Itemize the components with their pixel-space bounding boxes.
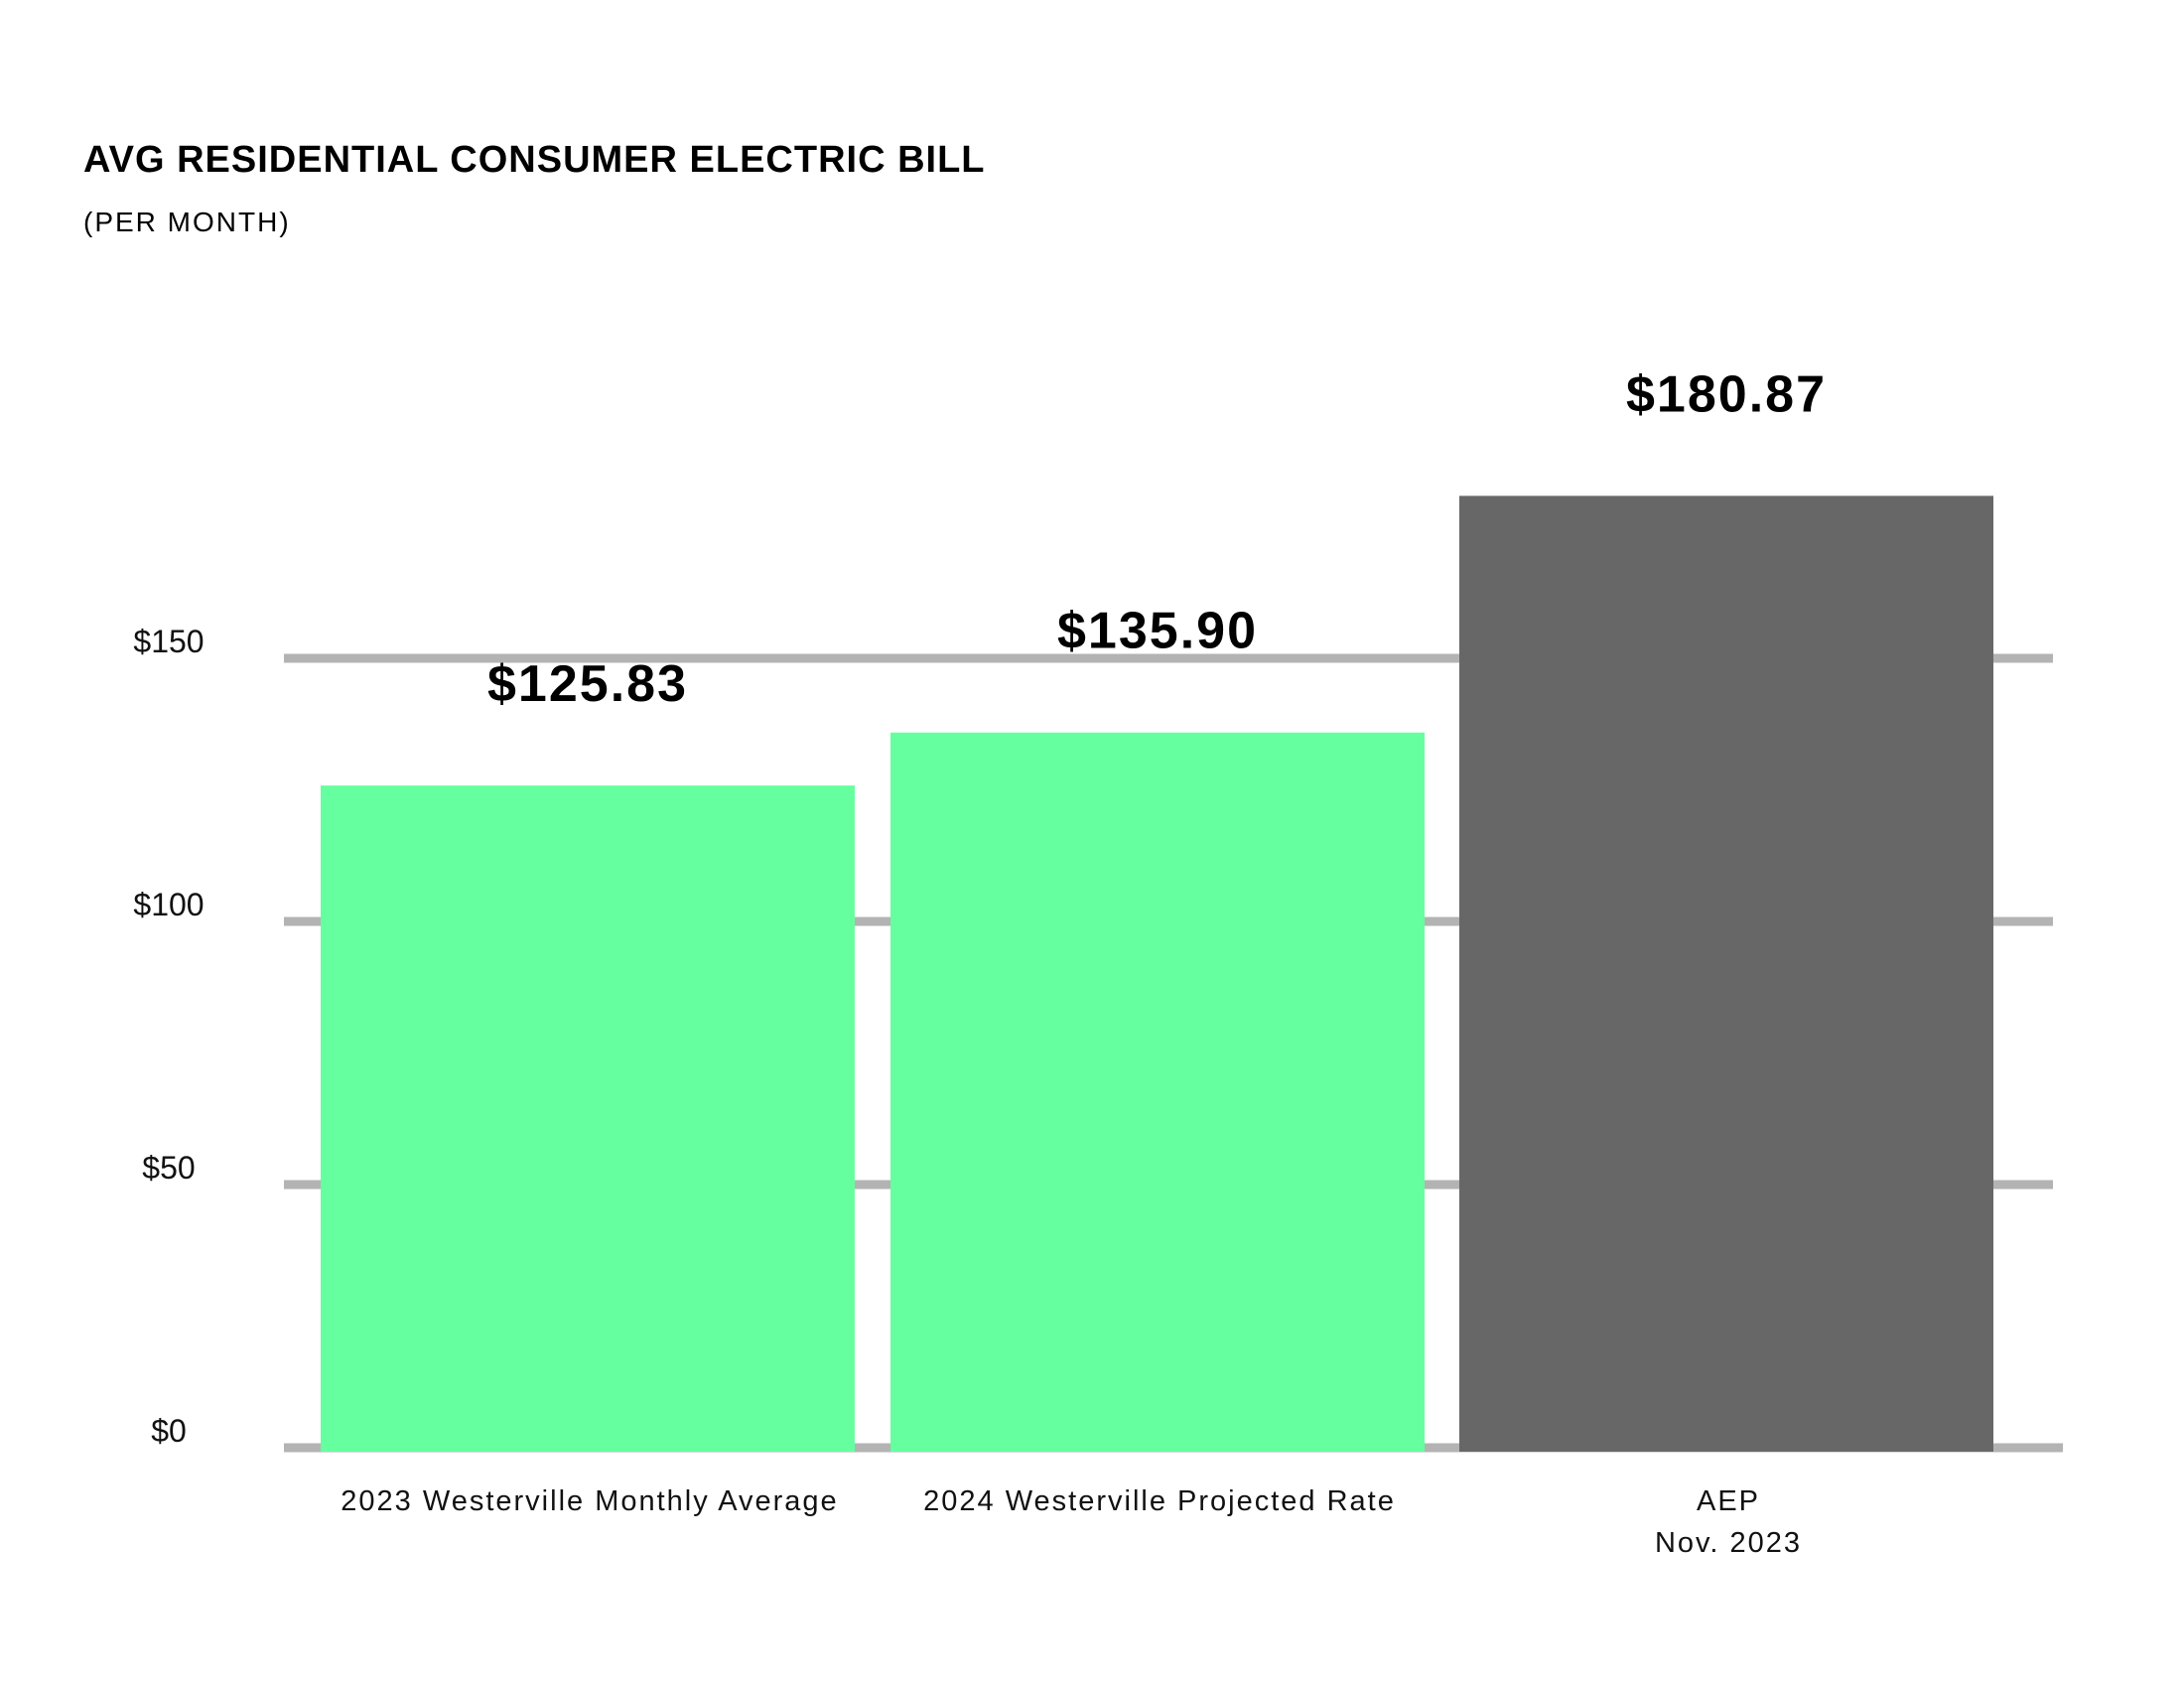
y-tick-label: $0 bbox=[151, 1413, 187, 1449]
category-label: 2023 Westerville Monthly Average bbox=[341, 1485, 838, 1517]
y-tick-label: $100 bbox=[133, 887, 204, 922]
category-label: Nov. 2023 bbox=[1655, 1527, 1802, 1559]
bar-2 bbox=[890, 732, 1425, 1452]
y-tick-label: $50 bbox=[142, 1150, 195, 1186]
data-label-1: $125.83 bbox=[487, 655, 688, 713]
bar-3 bbox=[1459, 495, 1993, 1452]
bars bbox=[321, 495, 1993, 1452]
bar-1 bbox=[321, 785, 855, 1452]
x-axis-categories: 2023 Westerville Monthly Average 2024 Wes… bbox=[341, 1485, 1802, 1559]
y-axis-ticks: $0 $50 $100 $150 bbox=[133, 624, 204, 1449]
data-labels: $125.83 $135.90 $180.87 bbox=[487, 365, 1827, 713]
data-label-3: $180.87 bbox=[1626, 365, 1827, 423]
y-tick-label: $150 bbox=[133, 624, 204, 659]
chart-title: AVG RESIDENTIAL CONSUMER ELECTRIC BILL bbox=[83, 139, 986, 181]
category-label: 2024 Westerville Projected Rate bbox=[923, 1485, 1396, 1517]
chart-subtitle: (PER MONTH) bbox=[83, 207, 291, 237]
data-label-2: $135.90 bbox=[1057, 603, 1258, 660]
category-label: AEP bbox=[1697, 1485, 1760, 1517]
